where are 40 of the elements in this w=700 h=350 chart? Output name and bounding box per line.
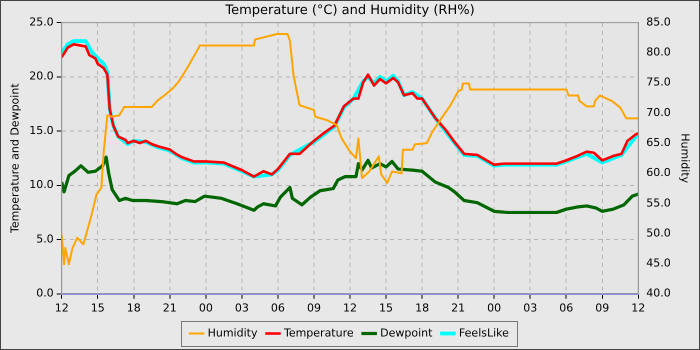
y2-axis-title: Humidity: [678, 133, 692, 184]
x-tick-label: 12: [631, 301, 646, 314]
x-tick-label: 18: [126, 301, 141, 314]
x-tick-label: 00: [198, 301, 213, 314]
y2-tick-label: 75.0: [646, 76, 671, 89]
x-tick-label: 15: [379, 301, 394, 314]
y-tick-label: 0.0: [36, 286, 54, 300]
y-tick-label: 10.0: [29, 178, 54, 192]
y2-tick-label: 55.0: [646, 196, 671, 210]
y2-tick-label: 60.0: [646, 166, 671, 180]
x-tick-label: 06: [270, 301, 285, 314]
x-tick-label: 03: [523, 301, 538, 314]
y2-tick-label: 45.0: [646, 256, 671, 270]
y2-tick-label: 65.0: [646, 136, 671, 149]
legend-label: Temperature: [282, 326, 354, 340]
y2-tick-label: 40.0: [646, 286, 671, 300]
legend-label: Dewpoint: [380, 326, 434, 340]
y-tick-label: 15.0: [29, 124, 54, 137]
x-tick-label: 09: [595, 301, 610, 314]
x-tick-label: 21: [451, 301, 466, 314]
y-tick-label: 5.0: [36, 232, 54, 246]
x-tick-label: 12: [343, 301, 357, 314]
chart-title: Temperature (°C) and Humidity (RH%): [224, 3, 475, 18]
y-tick-label: 20.0: [29, 70, 54, 83]
y-tick-label: 25.0: [29, 15, 54, 28]
x-tick-label: 00: [487, 301, 502, 314]
y2-tick-label: 80.0: [646, 46, 671, 59]
legend-label: Humidity: [208, 326, 258, 340]
x-tick-label: 09: [306, 301, 321, 314]
y2-tick-label: 85.0: [646, 15, 671, 28]
y2-tick-label: 70.0: [646, 106, 671, 119]
y2-tick-label: 50.0: [646, 226, 671, 240]
y-axis-title: Temperature and Dewpoint: [8, 82, 22, 234]
x-tick-label: 18: [415, 301, 430, 314]
legend-label: FeelsLike: [458, 326, 510, 340]
x-tick-label: 06: [559, 301, 574, 314]
x-tick-label: 12: [54, 301, 69, 314]
x-tick-label: 15: [90, 301, 105, 314]
x-tick-label: 03: [234, 301, 249, 314]
x-tick-label: 21: [162, 301, 177, 314]
